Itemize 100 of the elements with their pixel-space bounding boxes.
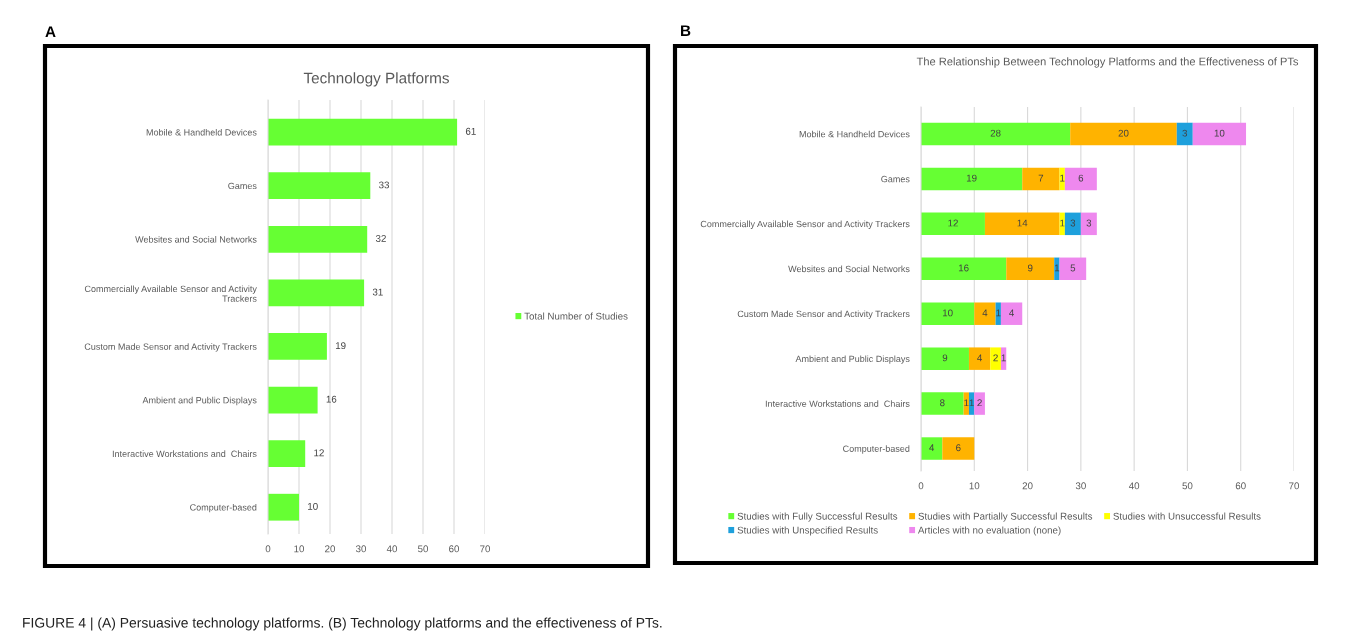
data-label: 10 (1214, 129, 1225, 137)
bar (921, 347, 969, 370)
data-label: 4 (929, 444, 935, 452)
legend-label: Studies with Unspecified Results (737, 526, 878, 536)
x-tick-label: 60 (449, 545, 460, 553)
bar (921, 167, 1023, 191)
y-tick-label: Ambient and Public Displays (795, 355, 910, 364)
bar (1006, 257, 1055, 281)
bar (1064, 167, 1097, 191)
bar (268, 118, 458, 146)
data-label: 12 (948, 219, 958, 227)
data-label: 3 (1182, 129, 1188, 137)
data-label: 61 (465, 127, 476, 135)
data-label: 16 (326, 395, 337, 403)
y-tick-label: Computer-based (190, 503, 257, 513)
data-label: 14 (1017, 219, 1028, 227)
y-tick-label: Custom Made Sensor and Activity Trackers (737, 310, 910, 319)
x-tick-label: 50 (1182, 482, 1193, 490)
legend-label: Articles with no evaluation (none) (917, 526, 1061, 536)
bar (268, 172, 371, 200)
legend-label: Studies with Fully Successful Results (737, 512, 898, 522)
data-label: 7 (1038, 174, 1044, 182)
bar (1064, 212, 1081, 236)
y-tick-label: Games (881, 175, 910, 183)
bar (968, 347, 991, 370)
x-tick-label: 10 (969, 482, 980, 490)
data-label: 4 (1009, 309, 1014, 317)
x-tick-label: 40 (1128, 482, 1140, 490)
bar (1080, 212, 1097, 236)
data-label: 9 (942, 354, 948, 362)
data-label: 6 (1078, 174, 1084, 182)
bar (921, 437, 943, 460)
bar (1054, 257, 1060, 281)
bar (995, 302, 1001, 325)
y-tick-label: Interactive Workstations and Chairs (112, 450, 257, 457)
bar (942, 437, 975, 460)
y-tick-label: Computer-based (843, 445, 910, 454)
data-label: 4 (977, 354, 983, 362)
data-label: 1 (1054, 264, 1060, 272)
data-label: 3 (1070, 219, 1076, 227)
legend-label: Total Number of Studies (524, 312, 628, 320)
y-tick-label: Interactive Workstations and Chairs (765, 400, 910, 407)
data-label: 32 (375, 235, 386, 242)
bar (974, 302, 996, 325)
x-tick-label: 30 (1075, 482, 1086, 490)
x-tick-label: 40 (386, 545, 398, 553)
data-label: 8 (940, 399, 945, 407)
bar (1070, 122, 1177, 146)
y-tick-label: Commercially Available Sensor and Activity Trackers (700, 220, 910, 229)
data-label: 6 (956, 444, 961, 452)
data-label: 4 (982, 309, 988, 317)
y-tick-label: Websites and Social Networks (135, 236, 257, 243)
data-label: 16 (958, 264, 969, 272)
y-tick-label: Games (228, 182, 257, 190)
bar (921, 257, 1007, 281)
data-label: 2 (993, 354, 998, 362)
data-label: 1 (996, 309, 1001, 317)
x-tick-label: 20 (325, 545, 336, 553)
bar (1059, 257, 1087, 281)
bar (268, 225, 368, 253)
data-label: 28 (990, 129, 1001, 137)
y-tick-label: Mobile & Handheld Devices (146, 128, 257, 136)
x-tick-label: 0 (265, 545, 271, 553)
bar (1000, 302, 1023, 325)
legend-label: Studies with Partially Successful Results (918, 512, 1093, 522)
chart-title: The Relationship Between Technology Platforms and the Effectiveness of PTs (916, 57, 1299, 68)
data-label: 10 (308, 502, 318, 510)
bar (268, 386, 318, 414)
x-tick-label: 50 (417, 545, 429, 553)
data-label: 1 (1001, 354, 1006, 362)
data-label: 1 (1060, 219, 1065, 227)
bar (268, 440, 306, 468)
data-label: 20 (1118, 129, 1129, 137)
data-label: 19 (966, 174, 977, 182)
chart-title: Technology Platforms (303, 72, 449, 87)
y-tick-label: Custom Made Sensor and Activity Trackers (84, 343, 257, 352)
text: A (45, 26, 56, 37)
text: B (681, 25, 691, 36)
bar (990, 347, 1001, 370)
data-label: 3 (1086, 219, 1092, 227)
data-label: 1 (969, 399, 974, 407)
bar (1192, 122, 1247, 146)
bar (974, 392, 985, 415)
y-tick-label: Commercially Available Sensor and Activity Trackers (84, 285, 257, 302)
data-label: 9 (1027, 264, 1033, 272)
bar (921, 302, 975, 325)
bar (921, 212, 985, 236)
y-tick-label: Ambient and Public Displays (142, 396, 257, 406)
bar (268, 333, 327, 360)
x-tick-label: 70 (480, 545, 491, 553)
x-tick-label: 0 (918, 482, 924, 490)
bar (268, 279, 365, 307)
x-tick-label: 70 (1289, 482, 1300, 490)
bar (268, 493, 299, 521)
bar (1176, 122, 1193, 146)
legend-label: Studies with Unsuccessful Results (1113, 512, 1261, 520)
data-label: 5 (1070, 264, 1076, 272)
x-tick-label: 30 (355, 545, 367, 553)
data-label: 31 (372, 288, 383, 296)
data-label: 33 (379, 181, 390, 189)
